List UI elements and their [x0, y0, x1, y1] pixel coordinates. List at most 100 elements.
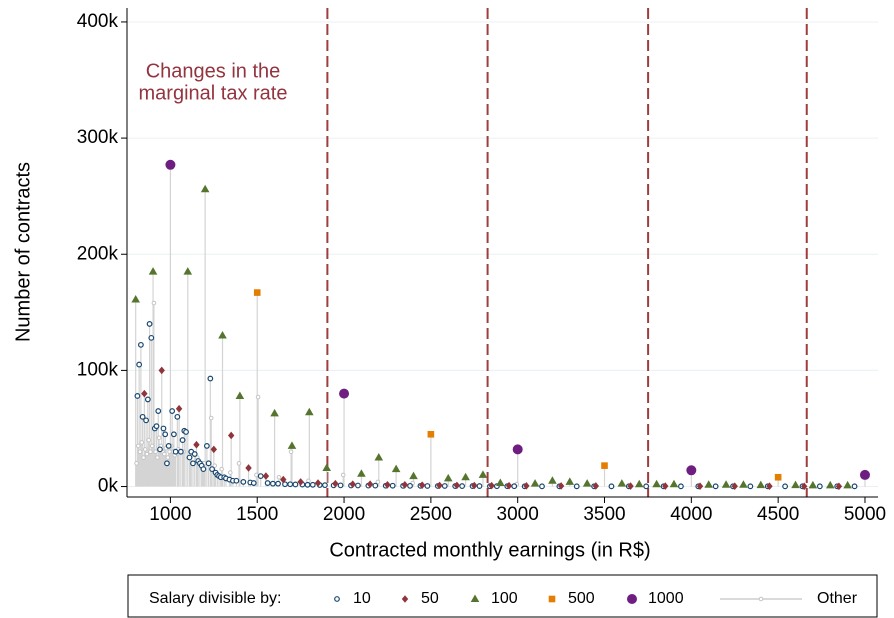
- point: [170, 431, 177, 438]
- point: [207, 375, 214, 382]
- point: [165, 442, 172, 449]
- legend-marker: [548, 595, 556, 603]
- point: [141, 389, 148, 398]
- x-tick-label: 1500: [236, 504, 278, 525]
- x-tick-label: 2500: [410, 504, 452, 525]
- point: [208, 415, 214, 421]
- point: [409, 471, 418, 480]
- point: [601, 462, 608, 469]
- point: [183, 429, 189, 435]
- point: [573, 483, 580, 490]
- point: [292, 481, 299, 488]
- point: [304, 481, 311, 488]
- point: [156, 435, 162, 441]
- point: [471, 481, 478, 490]
- point: [235, 391, 245, 399]
- point: [143, 417, 150, 424]
- point: [164, 460, 170, 467]
- point: [548, 476, 557, 484]
- point: [205, 460, 212, 467]
- point: [305, 407, 314, 416]
- y-tick-label: 200k: [77, 243, 119, 264]
- point: [172, 448, 179, 455]
- point: [250, 480, 257, 486]
- point: [523, 482, 530, 490]
- point: [190, 460, 196, 467]
- x-tick-label: 2000: [323, 504, 365, 525]
- point: [389, 482, 396, 489]
- point: [712, 483, 719, 490]
- point: [704, 480, 713, 488]
- y-tick-label: 100k: [77, 359, 119, 380]
- point: [218, 331, 227, 339]
- annotation: marginal tax rate: [139, 82, 288, 104]
- point: [146, 437, 152, 443]
- point: [557, 482, 565, 490]
- point: [436, 481, 443, 490]
- legend-item: 100: [470, 590, 518, 607]
- point: [146, 321, 153, 327]
- point: [193, 440, 200, 449]
- point: [136, 361, 143, 368]
- point: [340, 472, 346, 478]
- point: [151, 300, 157, 306]
- point: [148, 334, 155, 341]
- point: [209, 466, 215, 473]
- point: [155, 408, 162, 414]
- point: [297, 478, 304, 486]
- point: [165, 455, 171, 460]
- point: [287, 481, 294, 488]
- x-axis-title: Contracted monthly earnings (in R$): [329, 539, 650, 561]
- point: [240, 479, 247, 485]
- point: [739, 480, 748, 488]
- point: [801, 482, 808, 491]
- point: [782, 483, 789, 490]
- point: [236, 461, 242, 466]
- point: [511, 483, 518, 490]
- x-tick-label: 3000: [497, 504, 539, 525]
- point: [186, 454, 193, 461]
- point: [816, 483, 823, 490]
- legend-label: 500: [568, 590, 595, 607]
- point: [391, 464, 401, 473]
- point: [137, 341, 144, 348]
- point: [264, 480, 271, 486]
- point: [530, 479, 540, 487]
- legend-label: 100: [491, 590, 518, 607]
- point: [747, 483, 754, 490]
- point: [210, 445, 218, 454]
- point: [162, 431, 169, 438]
- point: [228, 470, 233, 475]
- point: [355, 482, 361, 489]
- point: [488, 481, 495, 490]
- x-tick-label: 1000: [149, 504, 191, 525]
- point: [843, 480, 852, 489]
- point: [322, 463, 331, 471]
- y-tick-label: 0k: [98, 476, 119, 497]
- point: [282, 481, 288, 488]
- point: [662, 482, 669, 490]
- point: [309, 481, 316, 488]
- point: [144, 396, 151, 403]
- point: [174, 413, 181, 420]
- point: [756, 480, 766, 489]
- point: [565, 477, 575, 485]
- point: [262, 472, 270, 480]
- legend-box: [127, 574, 878, 618]
- legend-label: 1000: [648, 590, 684, 607]
- point: [253, 289, 261, 296]
- legend-item: Other: [720, 590, 858, 607]
- point: [227, 431, 235, 440]
- point: [144, 451, 150, 457]
- point: [153, 423, 160, 430]
- point: [255, 394, 261, 400]
- point: [441, 483, 448, 489]
- legend-marker: [334, 596, 340, 602]
- point: [366, 480, 374, 489]
- point: [339, 388, 350, 399]
- point: [153, 449, 158, 455]
- x-tick-label: 4000: [670, 504, 712, 525]
- point: [155, 455, 160, 460]
- point: [276, 474, 282, 480]
